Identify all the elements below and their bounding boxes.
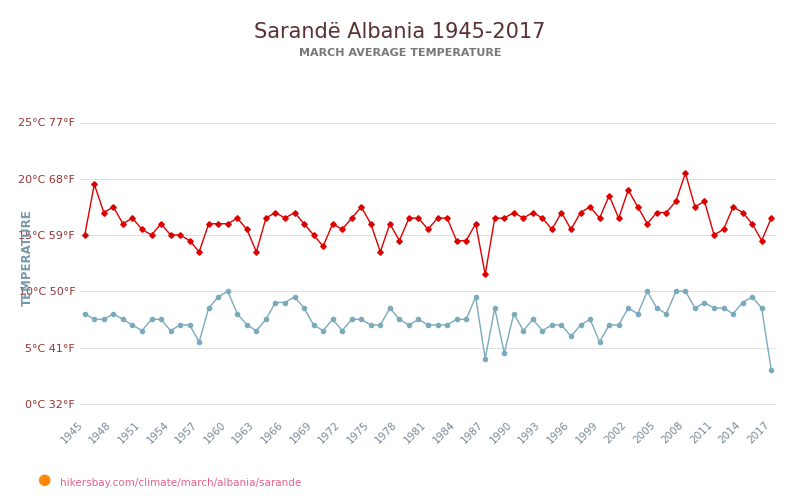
Text: Sarandë Albania 1945-2017: Sarandë Albania 1945-2017 — [254, 22, 546, 42]
Text: hikersbay.com/climate/march/albania/sarande: hikersbay.com/climate/march/albania/sara… — [60, 478, 302, 488]
Text: TEMPERATURE: TEMPERATURE — [22, 209, 34, 306]
Text: MARCH AVERAGE TEMPERATURE: MARCH AVERAGE TEMPERATURE — [298, 48, 502, 58]
Text: ●: ● — [38, 472, 50, 488]
